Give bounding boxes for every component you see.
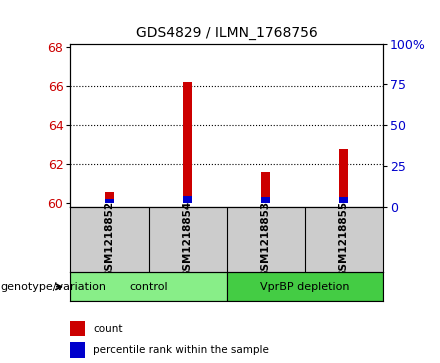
Text: GSM1218852: GSM1218852	[104, 201, 114, 278]
Bar	[70, 321, 85, 336]
Text: percentile rank within the sample: percentile rank within the sample	[93, 345, 269, 355]
Title: GDS4829 / ILMN_1768756: GDS4829 / ILMN_1768756	[136, 26, 318, 40]
Bar	[70, 342, 85, 358]
Text: genotype/variation: genotype/variation	[0, 282, 106, 292]
Bar	[105, 199, 114, 203]
Bar	[261, 197, 270, 203]
Text: VprBP depletion: VprBP depletion	[260, 282, 349, 292]
Bar	[261, 172, 270, 203]
Bar	[339, 148, 348, 203]
Bar	[227, 272, 383, 301]
Bar	[70, 272, 227, 301]
Text: GSM1218855: GSM1218855	[339, 201, 349, 278]
Text: GSM1218854: GSM1218854	[183, 201, 193, 278]
Bar	[339, 197, 348, 203]
Bar	[183, 196, 192, 203]
Bar	[183, 82, 192, 203]
Text: count: count	[93, 323, 122, 334]
Text: control: control	[129, 282, 168, 292]
Text: GSM1218853: GSM1218853	[260, 201, 271, 278]
Bar	[105, 192, 114, 203]
